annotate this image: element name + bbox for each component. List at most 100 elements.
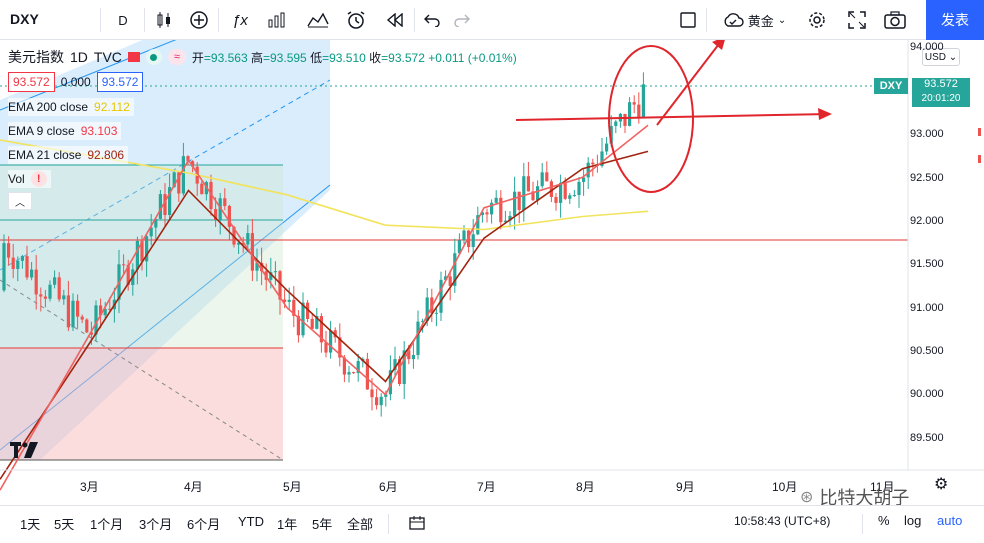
candle [517, 191, 521, 210]
candle [416, 321, 420, 355]
candle [342, 357, 346, 375]
candle [126, 264, 130, 286]
candle [609, 125, 613, 144]
cloud-save-button[interactable]: 黄金 ⌄ [714, 6, 794, 34]
candle [25, 256, 29, 278]
gear-icon[interactable] [804, 6, 830, 34]
wechat-icon: ⊛ [800, 489, 814, 506]
interval-button[interactable]: D [118, 12, 128, 28]
position-loss-zone[interactable] [0, 348, 283, 460]
candle [39, 294, 43, 297]
auto-toggle[interactable]: auto [937, 513, 963, 528]
candle [287, 299, 291, 302]
clock[interactable]: 10:58:43 (UTC+8) [734, 514, 831, 528]
candle [200, 183, 204, 195]
candle [53, 277, 57, 285]
range-5y[interactable]: 5年 [312, 517, 333, 532]
price-tick: 91.000 [910, 302, 944, 314]
goto-date-icon[interactable] [408, 514, 426, 535]
candle [269, 272, 273, 280]
month-label: 3月 [80, 480, 99, 494]
layout-icon[interactable] [676, 6, 700, 34]
candle [425, 297, 429, 321]
range-6m[interactable]: 6个月 [187, 517, 221, 532]
ema9-line [0, 124, 649, 491]
market-status-icon[interactable] [145, 49, 162, 65]
candle [614, 121, 618, 126]
range-1y[interactable]: 1年 [277, 517, 298, 532]
toolbar-divider [100, 8, 101, 32]
range-1m[interactable]: 1个月 [90, 517, 124, 532]
chart-area[interactable] [0, 40, 984, 505]
candle [490, 202, 494, 215]
range-ytd[interactable]: YTD [238, 514, 264, 529]
range-3m[interactable]: 3个月 [139, 517, 173, 532]
candle [582, 177, 586, 182]
toolbar-divider [414, 8, 415, 32]
candle [140, 240, 144, 262]
range-5d[interactable]: 5天 [54, 517, 75, 532]
replay-icon[interactable] [382, 6, 408, 34]
currency-select[interactable]: USD ⌄ [922, 48, 960, 66]
candle [11, 257, 15, 269]
candle [315, 316, 319, 329]
undo-icon[interactable] [420, 6, 444, 34]
percent-toggle[interactable]: % [878, 513, 890, 528]
collapse-legend-button[interactable]: ︿ [8, 192, 32, 210]
symbol-search[interactable]: DXY [10, 11, 39, 27]
candle [540, 172, 544, 187]
candle [563, 182, 567, 199]
candle [34, 269, 38, 295]
candle [296, 315, 300, 336]
arrow-head-icon [712, 40, 725, 50]
ask-box[interactable]: 93.572 [96, 72, 144, 92]
range-1d[interactable]: 1天 [20, 517, 41, 532]
candle [94, 305, 98, 335]
candle [209, 182, 213, 210]
legend-title[interactable]: 美元指数 [8, 49, 64, 65]
candle-style-icon[interactable] [152, 6, 176, 34]
month-label: 6月 [379, 480, 398, 494]
ema21-legend[interactable]: EMA 21 close 92.806 [8, 146, 129, 164]
add-indicator-icon[interactable] [186, 6, 212, 34]
legend-interval: 1D [70, 49, 88, 65]
publish-button[interactable]: 发表 [926, 0, 984, 40]
candle [149, 227, 153, 237]
legend-source: TVC [93, 49, 122, 65]
ema9-legend[interactable]: EMA 9 close 93.103 [8, 122, 122, 140]
candle [513, 191, 517, 216]
candle [554, 196, 558, 203]
candle [310, 318, 314, 329]
range-all[interactable]: 全部 [347, 517, 374, 532]
resistance-arrow[interactable] [515, 113, 831, 121]
camera-icon[interactable] [882, 6, 908, 34]
alarm-icon[interactable] [342, 6, 370, 34]
function-icon[interactable]: ƒx [232, 11, 248, 29]
redo-icon[interactable] [450, 6, 474, 34]
chevron-down-icon: ⌄ [777, 14, 787, 26]
gear-icon[interactable]: ⚙ [934, 476, 949, 493]
cloud-icon [724, 13, 744, 27]
bid-box[interactable]: 93.572 [8, 72, 55, 92]
candle [71, 300, 75, 328]
price-marker [978, 128, 981, 136]
ema200-legend[interactable]: EMA 200 close 92.112 [8, 98, 134, 116]
bar-chart-icon[interactable] [264, 6, 290, 34]
price-tick: 89.500 [910, 432, 944, 444]
gold-label: 黄金 [747, 13, 774, 29]
fullscreen-icon[interactable] [844, 6, 870, 34]
candle [605, 143, 609, 152]
candle [421, 320, 425, 322]
candle [103, 308, 107, 316]
candle [375, 397, 379, 406]
candle [30, 269, 34, 278]
approx-icon[interactable]: ≈ [167, 49, 186, 65]
breakout-arrow[interactable] [656, 40, 723, 126]
warning-icon: ! [30, 171, 47, 187]
candle [2, 243, 6, 291]
volume-legend[interactable]: Vol! [8, 170, 51, 188]
flag-icon[interactable] [127, 52, 140, 62]
candle [250, 233, 254, 271]
log-toggle[interactable]: log [904, 513, 922, 528]
templates-icon[interactable] [304, 6, 332, 34]
